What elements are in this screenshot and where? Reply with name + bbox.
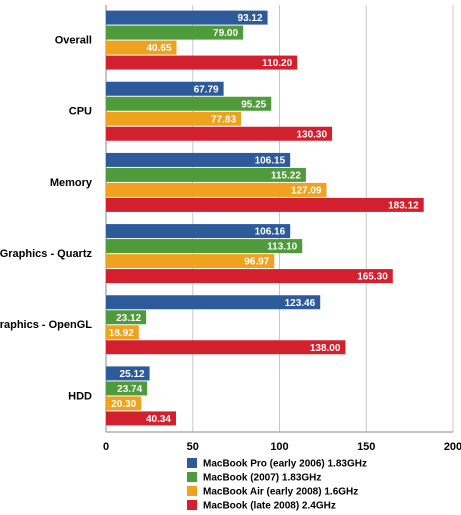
value-label: 79.00	[213, 28, 238, 39]
value-label: 106.15	[255, 156, 286, 167]
bar	[106, 396, 142, 411]
legend-swatch	[187, 458, 197, 468]
bar	[106, 152, 291, 167]
legend-label: MacBook (2007) 1.83GHz	[203, 473, 321, 484]
bar	[106, 381, 148, 396]
category-label: Overall	[55, 34, 92, 46]
bar	[106, 96, 272, 111]
value-label: 130.30	[296, 129, 327, 140]
value-label: 183.12	[388, 201, 419, 212]
category-label: Graphics - Quartz	[0, 248, 93, 260]
legend-swatch	[187, 486, 197, 496]
value-label: 165.30	[357, 272, 388, 283]
value-label: 77.83	[211, 114, 236, 125]
x-tick-label: 0	[103, 441, 109, 453]
x-tick-label: 50	[187, 441, 199, 453]
bar	[106, 126, 333, 141]
bar	[106, 239, 303, 254]
value-label: 127.09	[291, 186, 322, 197]
value-label: 25.12	[120, 369, 145, 380]
bar	[106, 366, 150, 381]
legend-label: MacBook (late 2008) 2.4GHz	[203, 501, 336, 512]
value-label: 123.46	[285, 298, 316, 309]
x-tick-label: 150	[357, 441, 375, 453]
bar	[106, 25, 244, 40]
value-label: 93.12	[238, 13, 263, 24]
value-label: 67.79	[194, 84, 219, 95]
legend-swatch	[187, 472, 197, 482]
bar	[106, 254, 275, 269]
bar	[106, 269, 393, 284]
bar	[106, 340, 346, 355]
bar	[106, 295, 321, 310]
value-label: 106.16	[255, 227, 286, 238]
value-label: 18.92	[109, 328, 134, 339]
bar	[106, 55, 298, 70]
category-label: HDD	[68, 390, 92, 402]
legend-label: MacBook Air (early 2008) 1.6GHz	[203, 487, 358, 498]
value-label: 115.22	[271, 171, 301, 182]
bar	[106, 197, 424, 212]
value-label: 40.34	[146, 414, 171, 425]
value-label: 20.30	[111, 399, 136, 410]
value-label: 110.20	[262, 58, 292, 69]
bar	[106, 224, 291, 239]
x-tick-label: 100	[270, 441, 288, 453]
bar	[106, 167, 306, 182]
value-label: 40.65	[146, 43, 171, 54]
value-label: 95.25	[241, 99, 266, 110]
bar	[106, 10, 268, 25]
legend-label: MacBook Pro (early 2006) 1.83GHz	[203, 459, 367, 470]
x-tick-label: 200	[444, 441, 461, 453]
value-label: 23.74	[117, 384, 142, 395]
value-label: 138.00	[310, 343, 341, 354]
bar	[106, 111, 242, 126]
bar	[106, 411, 176, 426]
bar	[106, 325, 139, 340]
bar	[106, 310, 147, 325]
value-label: 23.12	[116, 313, 141, 324]
bar	[106, 182, 327, 197]
legend-swatch	[187, 500, 197, 510]
value-label: 96.97	[244, 257, 269, 268]
bar	[106, 40, 177, 55]
category-label: CPU	[69, 106, 92, 118]
value-label: 113.10	[267, 242, 297, 253]
category-label: Memory	[50, 177, 93, 189]
category-label: Graphics - OpenGL	[0, 319, 92, 331]
bar	[106, 81, 224, 96]
